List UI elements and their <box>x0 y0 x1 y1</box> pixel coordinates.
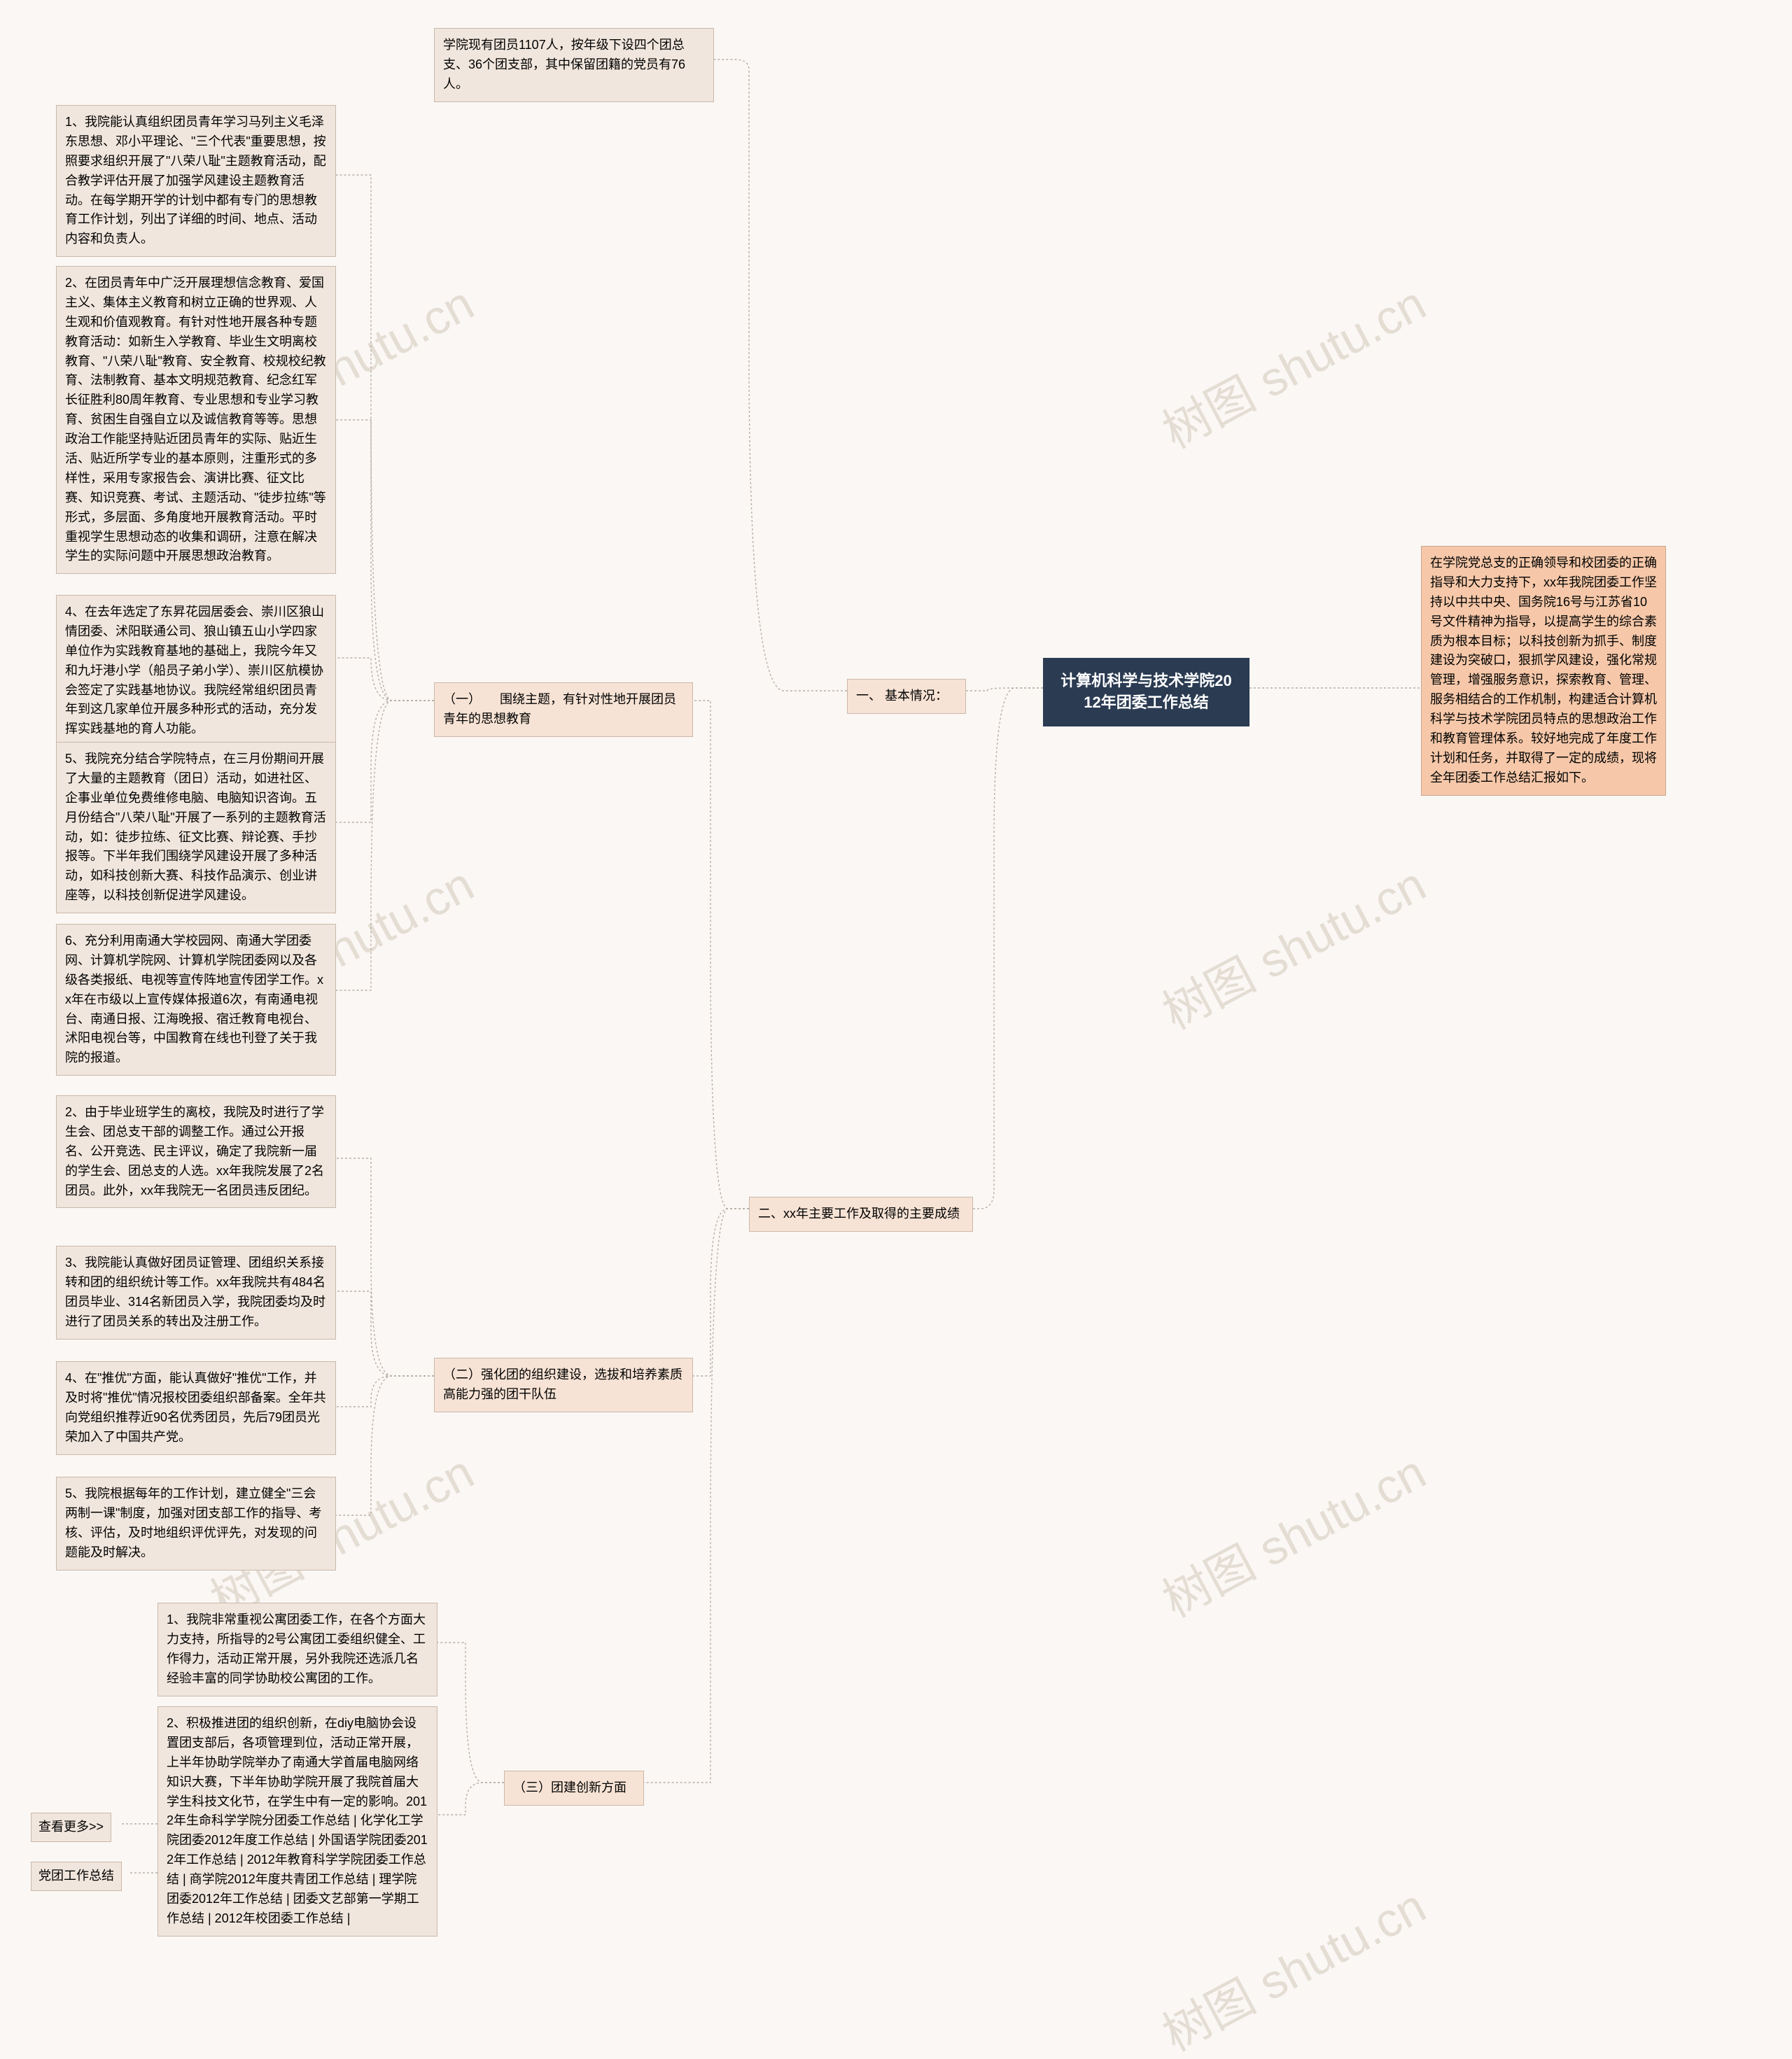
leaf-5: 5、我院充分结合学院特点，在三月份期间开展了大量的主题教育（团日）活动，如进社区… <box>56 742 336 913</box>
section-basic[interactable]: 一、 基本情况： <box>847 679 966 714</box>
context-node: 在学院党总支的正确领导和校团委的正确指导和大力支持下，xx年我院团委工作坚持以中… <box>1421 546 1666 796</box>
root-node[interactable]: 计算机科学与技术学院20 12年团委工作总结 <box>1043 658 1250 726</box>
leaf-1: 1、我院能认真组织团员青年学习马列主义毛泽东思想、邓小平理论、"三个代表"重要思… <box>56 105 336 257</box>
leaf-c2: 2、积极推进团的组织创新，在diy电脑协会设置团支部后，各项管理到位，活动正常开… <box>158 1706 438 1937</box>
section-main[interactable]: 二、xx年主要工作及取得的主要成绩 <box>749 1197 973 1232</box>
leaf-4: 4、在去年选定了东昇花园居委会、崇川区狼山情团委、沭阳联通公司、狼山镇五山小学四… <box>56 595 336 747</box>
sub-innovation[interactable]: （三）团建创新方面 <box>504 1771 644 1806</box>
leaf-6: 6、充分利用南通大学校园网、南通大学团委网、计算机学院网、计算机学院团委网以及各… <box>56 924 336 1076</box>
leaf-b4: 4、在"推优"方面，能认真做好"推优"工作，并及时将"推优"情况报校团委组织部备… <box>56 1361 336 1455</box>
sub-thought-edu[interactable]: （一） 围绕主题，有针对性地开展团员青年的思想教育 <box>434 682 693 737</box>
watermark: 树图 shutu.cn <box>1149 1868 1436 2059</box>
leaf-b3: 3、我院能认真做好团员证管理、团组织关系接转和团的组织统计等工作。xx年我院共有… <box>56 1246 336 1340</box>
leaf-c1: 1、我院非常重视公寓团委工作，在各个方面大力支持，所指导的2号公寓团工委组织健全… <box>158 1603 438 1696</box>
tag-see-more[interactable]: 查看更多>> <box>31 1813 111 1842</box>
watermark: 树图 shutu.cn <box>1149 265 1436 462</box>
leaf-2: 2、在团员青年中广泛开展理想信念教育、爱国主义、集体主义教育和树立正确的世界观、… <box>56 266 336 574</box>
watermark: 树图 shutu.cn <box>1149 846 1436 1043</box>
leaf-b2: 2、由于毕业班学生的离校，我院及时进行了学生会、团总支干部的调整工作。通过公开报… <box>56 1095 336 1208</box>
watermark: 树图 shutu.cn <box>1149 1434 1436 1631</box>
info-members: 学院现有团员1107人，按年级下设四个团总支、36个团支部，其中保留团籍的党员有… <box>434 28 714 102</box>
tag-party-summary[interactable]: 党团工作总结 <box>31 1862 122 1891</box>
sub-org-build[interactable]: （二）强化团的组织建设，选拔和培养素质高能力强的团干队伍 <box>434 1358 693 1412</box>
leaf-b5: 5、我院根据每年的工作计划，建立健全"三会两制一课"制度，加强对团支部工作的指导… <box>56 1477 336 1570</box>
